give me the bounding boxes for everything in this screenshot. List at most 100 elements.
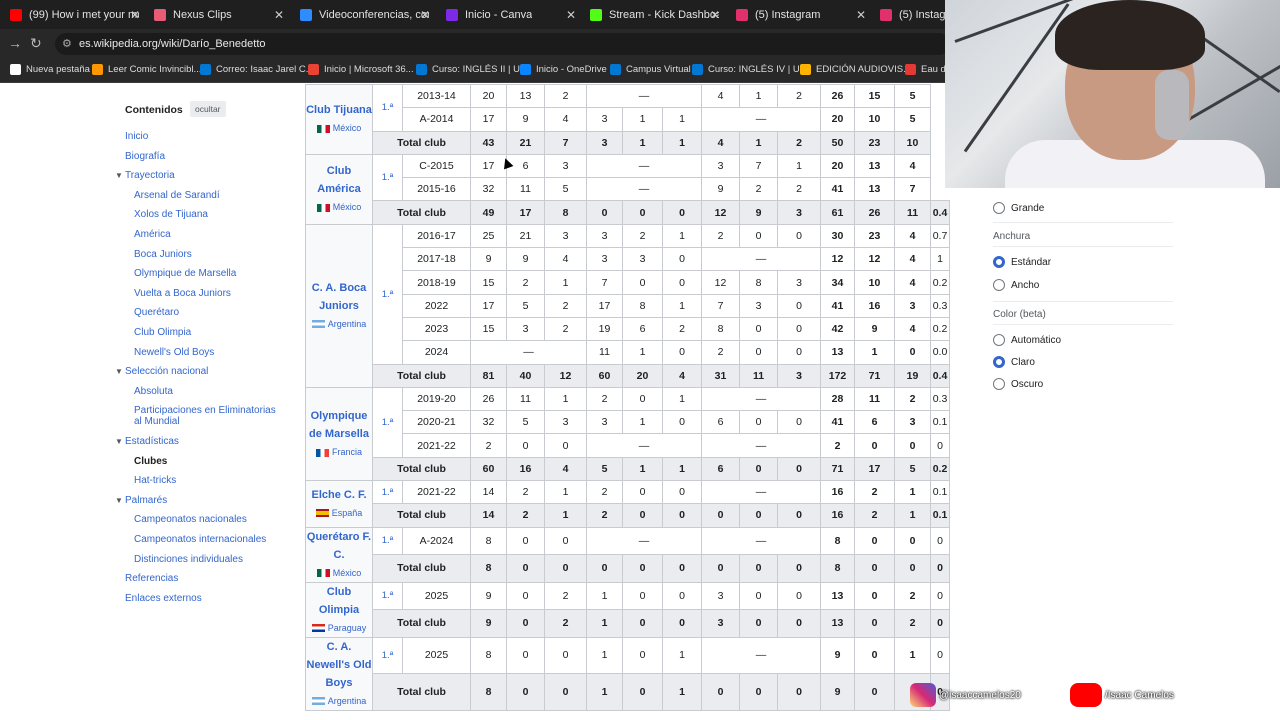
club-cell[interactable]: Olympique de Marsella Francia (305, 386, 373, 482)
radio-button[interactable] (993, 334, 1005, 346)
toc-item[interactable]: Boca Juniors (134, 249, 192, 260)
browser-tab[interactable]: (99) How i met your moth✕ (4, 2, 146, 28)
toc-item[interactable]: Xolos de Tijuana (134, 209, 208, 220)
toc-item[interactable]: Referencias (125, 573, 178, 584)
toc-item[interactable]: ▼ Palmarés (115, 495, 167, 506)
bookmark-item[interactable]: Curso: INGLÉS IV | U... (692, 64, 808, 75)
division-cell[interactable]: 1.ª (372, 526, 403, 556)
toc-item[interactable]: ▼ Selección nacional (115, 366, 208, 377)
radio-button[interactable] (993, 378, 1005, 390)
club-cell[interactable]: Club Olimpia Paraguay (305, 581, 373, 638)
forward-icon[interactable]: → (8, 35, 22, 51)
reload-icon[interactable]: ↻ (30, 35, 42, 51)
width-option-standard[interactable]: Estándar (993, 256, 1051, 268)
chevron-down-icon[interactable]: ▼ (115, 367, 123, 377)
club-name[interactable]: C. A. Newell's Old Boys (306, 640, 372, 689)
toc-item[interactable]: Campeonatos internacionales (134, 534, 266, 545)
color-option-light[interactable]: Claro (993, 356, 1035, 368)
club-cell[interactable]: C. A. Boca Juniors Argentina (305, 223, 373, 388)
bookmark-item[interactable]: Inicio | Microsoft 36... (308, 64, 414, 75)
bookmark-item[interactable]: Inicio - OneDrive (520, 64, 607, 75)
bookmark-item[interactable]: Eau de (905, 64, 951, 75)
toc-item[interactable]: Absoluta (134, 386, 173, 397)
division-cell[interactable]: 1.ª (372, 636, 403, 675)
club-cell[interactable]: Elche C. F. España (305, 480, 373, 528)
club-cell[interactable]: C. A. Newell's Old Boys Argentina (305, 636, 373, 711)
chevron-down-icon[interactable]: ▼ (115, 437, 123, 446)
toc-item[interactable]: Club Olimpia (134, 327, 191, 338)
url-field[interactable]: ⚙ es.wikipedia.org/wiki/Darío_Benedetto (55, 33, 950, 55)
club-country[interactable]: México (307, 119, 372, 137)
toc-item[interactable]: Distinciones individuales (134, 554, 243, 565)
bookmark-item[interactable]: EDICIÓN AUDIOVIS... (800, 64, 911, 75)
club-name[interactable]: Club América (317, 165, 361, 196)
club-cell[interactable]: Querétaro F. C. México (305, 526, 373, 583)
club-country[interactable]: México (307, 564, 372, 582)
division-cell[interactable]: 1.ª (372, 480, 403, 505)
tab-close-icon[interactable]: ✕ (129, 8, 140, 22)
toc-item[interactable]: Querétaro (134, 307, 179, 318)
bookmark-item[interactable]: Curso: INGLÉS II | UG (416, 64, 527, 75)
division-cell[interactable]: 1.ª (372, 386, 403, 458)
bookmark-item[interactable]: Nueva pestaña (10, 64, 90, 75)
toc-item[interactable]: Inicio (125, 131, 148, 142)
toc-item[interactable]: Olympique de Marsella (134, 268, 236, 279)
division-cell[interactable]: 1.ª (372, 581, 403, 611)
toc-item[interactable]: al Mundial (134, 416, 180, 427)
club-country[interactable]: Francia (307, 443, 372, 461)
radio-button[interactable] (993, 202, 1005, 214)
radio-button-selected[interactable] (993, 356, 1005, 368)
color-option-auto[interactable]: Automático (993, 334, 1061, 346)
radio-button[interactable] (993, 279, 1005, 291)
club-name[interactable]: Elche C. F. (311, 488, 367, 501)
width-option-wide[interactable]: Ancho (993, 279, 1039, 291)
club-cell[interactable]: Club América México (305, 153, 373, 225)
browser-tab[interactable]: Inicio - Canva ✕ (440, 2, 582, 28)
club-name[interactable]: Olympique de Marsella (309, 409, 369, 440)
tab-close-icon[interactable]: ✕ (855, 8, 866, 22)
tab-close-icon[interactable]: ✕ (565, 8, 576, 22)
bookmark-item[interactable]: Correo: Isaac Jarel C... (200, 64, 314, 75)
club-country[interactable]: Argentina (307, 692, 372, 710)
chevron-down-icon[interactable]: ▼ (115, 495, 123, 505)
browser-tab[interactable]: Stream - Kick Dashboard✕ (584, 2, 726, 28)
bookmark-item[interactable]: Campus Virtual (610, 64, 691, 75)
club-name[interactable]: Club Olimpia (318, 585, 360, 616)
browser-tab[interactable]: Nexus Clips ✕ (148, 2, 290, 28)
toc-item[interactable]: Hat-tricks (134, 475, 176, 486)
radio-button-selected[interactable] (993, 256, 1005, 268)
club-name[interactable]: Club Tijuana (306, 104, 372, 117)
division-cell[interactable]: 1.ª (372, 84, 403, 132)
browser-tab[interactable]: Videoconferencias, confe✕ (294, 2, 436, 28)
toc-item[interactable]: Enlaces externos (125, 593, 202, 604)
color-option-dark[interactable]: Oscuro (993, 378, 1043, 390)
club-country[interactable]: Paraguay (307, 619, 372, 637)
bookmark-item[interactable]: Leer Comic Invincibl... (92, 64, 201, 75)
club-name[interactable]: C. A. Boca Juniors (311, 281, 367, 312)
size-option-grande[interactable]: Grande (993, 202, 1044, 214)
toc-item[interactable]: Vuelta a Boca Juniors (134, 288, 231, 299)
division-cell[interactable]: 1.ª (372, 153, 403, 202)
toc-item[interactable]: América (134, 229, 171, 240)
site-info-icon[interactable]: ⚙ (62, 38, 72, 50)
club-country[interactable]: España (307, 504, 372, 522)
club-country[interactable]: México (307, 198, 372, 216)
toc-item[interactable]: ▼ Trayectoria (115, 170, 175, 181)
club-cell[interactable]: Club Tijuana México (305, 84, 373, 155)
toc-item[interactable]: Arsenal de Sarandí (134, 190, 220, 201)
club-name[interactable]: Querétaro F. C. (306, 530, 372, 561)
toc-item[interactable]: Biografía (125, 151, 165, 162)
division-cell[interactable]: 1.ª (372, 223, 403, 365)
toc-item[interactable]: Clubes (134, 456, 167, 467)
browser-tab[interactable]: (5) Instagram ✕ (730, 2, 872, 28)
tab-close-icon[interactable]: ✕ (709, 8, 720, 22)
toc-item[interactable]: ▼ Estadísticas (115, 436, 179, 447)
toc-item[interactable]: Campeonatos nacionales (134, 514, 247, 525)
tab-close-icon[interactable]: ✕ (273, 8, 284, 22)
chevron-down-icon[interactable]: ▼ (115, 171, 123, 181)
tab-close-icon[interactable]: ✕ (419, 8, 430, 22)
toc-item[interactable]: Participaciones en Eliminatorias (134, 405, 276, 416)
toc-item[interactable]: Newell's Old Boys (134, 347, 214, 358)
toc-hide-button[interactable]: ocultar (190, 101, 226, 117)
club-country[interactable]: Argentina (307, 315, 372, 333)
